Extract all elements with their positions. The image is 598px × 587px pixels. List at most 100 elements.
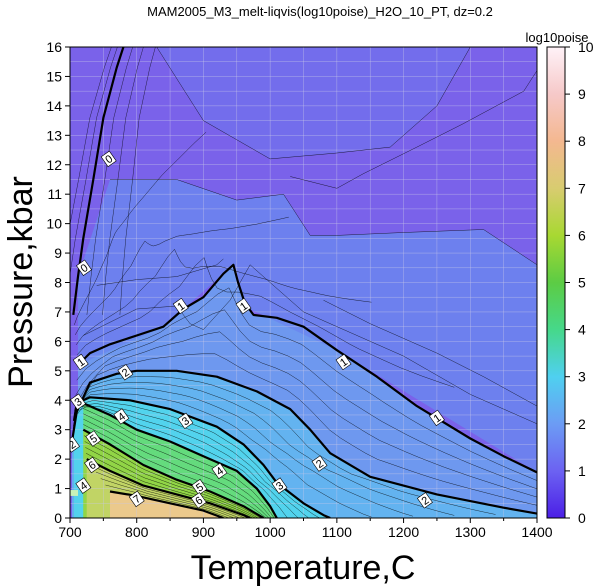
minor-contour (72, 382, 455, 516)
y-tick-label: 1 (54, 481, 62, 497)
x-tick-label: 1000 (255, 524, 286, 540)
contour-label-3: 3 (180, 415, 192, 428)
minor-contour (85, 452, 253, 518)
contour-label-5: 5 (88, 433, 100, 446)
contour-label-box (76, 259, 92, 276)
minor-contour (79, 406, 299, 518)
y-tick-label: 16 (46, 39, 62, 55)
y-tick-label: 12 (46, 157, 62, 173)
minor-contour (76, 287, 537, 481)
minor-contour (83, 413, 272, 518)
y-tick-label: 9 (54, 245, 62, 261)
contour-label-box (211, 462, 228, 480)
minor-contour (74, 216, 289, 336)
minor-contour (70, 47, 118, 277)
x-tick-label: 1400 (521, 524, 552, 540)
contour-label-4: 4 (116, 411, 128, 424)
minor-contour (110, 179, 537, 266)
contour-label-3: 3 (274, 480, 286, 493)
contour-label-box (75, 477, 92, 494)
minor-contour (72, 387, 413, 517)
y-tick-label: 7 (54, 304, 62, 320)
y-tick-label: 15 (46, 68, 62, 84)
contour-label-1: 1 (175, 300, 187, 313)
minor-contour (73, 393, 372, 518)
contour-line-1 (77, 263, 537, 474)
x-axis-label: Temperature,C (191, 549, 416, 587)
minor-contour (72, 376, 496, 515)
contour-label-box (271, 477, 288, 494)
contour-label-box (70, 436, 80, 453)
contour-label-7: 7 (131, 493, 143, 506)
minor-contour (86, 47, 133, 315)
contour-label-box (177, 412, 194, 430)
contour-label-box (235, 297, 252, 315)
chart-title: MAM2005_M3_melt-liqvis(log10poise)_H2O_1… (147, 4, 493, 19)
y-tick-label: 6 (54, 333, 62, 349)
contour-label-0: 0 (79, 262, 91, 275)
colorbar-ramp (546, 46, 566, 519)
contour-line-2 (70, 369, 537, 515)
minor-contour (323, 299, 537, 407)
x-axis: 700 800 900 1000 1100 1200 1300 1400 (58, 518, 553, 540)
y-axis-label: Pressure,kbar (2, 176, 40, 388)
colorbar-label: log10poise (526, 30, 589, 45)
colorbar-ticks: 0 1 2 3 4 5 6 7 8 9 10 (565, 39, 594, 526)
y-tick-label: 14 (46, 98, 62, 114)
contour-label-5: 5 (194, 481, 206, 494)
contour-label-box (85, 430, 102, 447)
contour-label-1: 1 (338, 356, 350, 369)
colorbar-tick-label: 9 (578, 86, 586, 102)
contour-label-box (128, 490, 145, 508)
contour-label-box (84, 456, 100, 474)
y-tick-label: 3 (54, 422, 62, 438)
x-tick-label: 800 (125, 524, 149, 540)
minor-contour (72, 353, 537, 506)
colorbar-tick-label: 8 (578, 133, 586, 149)
minor-contour (91, 465, 245, 518)
colorbar-tick-label: 3 (578, 369, 586, 385)
y-tick-label: 5 (54, 363, 62, 379)
colorbar: log10poise 0 1 2 3 4 5 6 7 8 9 10 (526, 30, 594, 526)
minor-contour (77, 403, 309, 518)
minor-contour (83, 408, 275, 518)
contour-label-4: 4 (214, 465, 226, 478)
contour-label-2: 2 (314, 458, 326, 471)
contour-label-box (190, 492, 207, 509)
contour-label-box (311, 455, 328, 472)
minor-contour (75, 248, 372, 346)
minor-contour (96, 258, 224, 286)
minor-contour (83, 418, 269, 518)
contour-line-0 (72, 47, 125, 316)
contour-label-4: 4 (78, 480, 90, 493)
contour-label-box (191, 478, 208, 496)
x-tick-label: 700 (58, 524, 82, 540)
contour-line-3 (72, 396, 331, 518)
minor-contour (76, 257, 455, 388)
contour-label-2: 2 (420, 494, 432, 507)
minor-contour (74, 331, 537, 498)
minor-contour (83, 424, 267, 518)
minor-contour (70, 47, 112, 226)
contour-line-5 (82, 428, 265, 518)
minor-contour (83, 435, 261, 518)
y-tick-label: 10 (46, 216, 62, 232)
contour-label-box (172, 297, 189, 315)
contour-label-3: 3 (73, 396, 85, 409)
x-tick-label: 900 (192, 524, 216, 540)
colorbar-tick-label: 7 (578, 180, 586, 196)
contour-label-box (428, 409, 445, 427)
contour-line-7 (109, 490, 224, 518)
colorbar-tick-label: 6 (578, 227, 586, 243)
minor-contour (156, 47, 471, 160)
minor-contour (84, 441, 259, 518)
colorbar-tick-label: 4 (578, 322, 586, 338)
minor-contour (100, 478, 235, 518)
colorbar-tick-label: 10 (578, 39, 594, 55)
upper-band-fill (156, 47, 471, 159)
grid (70, 47, 537, 518)
mid-band-fill (78, 179, 537, 473)
